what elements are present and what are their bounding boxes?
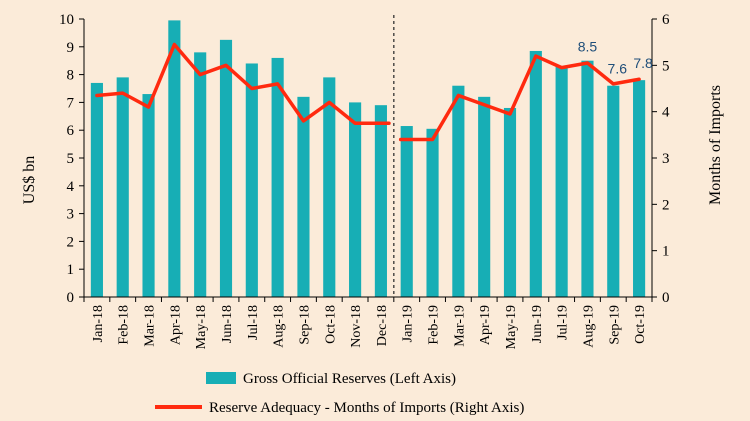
left-tick-label: 0: [67, 290, 75, 306]
x-tick-label: May-19: [504, 305, 519, 349]
bar-Feb-18: [116, 77, 129, 297]
data-label-Sep-19: 7.6: [608, 61, 628, 77]
left-tick-label: 6: [67, 123, 75, 139]
x-tick-label: Nov-18: [349, 305, 364, 348]
bar-Jul-19: [555, 66, 568, 297]
x-tick-label: Apr-19: [478, 305, 493, 345]
right-tick-label: 2: [662, 197, 670, 213]
x-tick-label: Jun-19: [530, 305, 545, 343]
left-tick-label: 1: [67, 262, 75, 278]
left-tick-label: 8: [67, 68, 75, 84]
left-tick-label: 9: [67, 40, 75, 56]
x-tick-label: Aug-19: [581, 305, 596, 348]
bar-Sep-18: [297, 96, 310, 297]
bar-May-19: [503, 107, 517, 298]
x-tick-label: Jan-19: [401, 305, 416, 342]
left-tick-label: 10: [59, 12, 74, 28]
x-tick-label: May-18: [194, 305, 209, 349]
right-tick-label: 4: [662, 105, 670, 121]
legend-line-label: Reserve Adequacy - Months of Imports (Ri…: [209, 400, 524, 416]
x-tick-label: Feb-18: [117, 305, 132, 345]
legend: Gross Official Reserves (Left Axis) Rese…: [155, 371, 524, 416]
left-axis-title: US$ bn: [21, 156, 38, 204]
right-tick-label: 5: [662, 58, 670, 74]
line-segment-2: [398, 54, 641, 142]
x-tick-label: Jan-18: [91, 305, 106, 342]
bar-Oct-19: [633, 80, 646, 297]
x-tick-label: Mar-18: [143, 305, 158, 347]
left-tick-label: 2: [67, 234, 75, 250]
bar-Jun-19: [529, 50, 542, 297]
left-tick-label: 3: [67, 207, 75, 223]
legend-bar-swatch: [206, 372, 236, 384]
right-tick-label: 3: [662, 151, 670, 167]
left-tick-label: 5: [67, 151, 75, 167]
bar-May-18: [194, 52, 207, 297]
bar-Apr-19: [478, 96, 491, 297]
legend-bar-label: Gross Official Reserves (Left Axis): [243, 371, 456, 387]
data-label-Oct-19: 7.8: [633, 55, 653, 71]
bar-Jun-18: [219, 39, 233, 297]
bar-Aug-18: [271, 57, 284, 297]
x-tick-label: Oct-19: [633, 305, 648, 344]
right-axis-title: Months of Imports: [707, 85, 724, 205]
bar-Mar-18: [142, 94, 155, 297]
bar-Oct-18: [323, 77, 336, 297]
bar-series: [90, 20, 646, 298]
data-label-Aug-19: 8.5: [578, 39, 598, 55]
x-tick-label: Mar-19: [452, 305, 467, 347]
x-tick-label: Oct-18: [323, 305, 338, 344]
bar-Sep-19: [607, 85, 620, 297]
axes: 0 1 2 3 4 5 6 7 8 9 10 0 1 2 3 4 5 6 Jan-18 Feb-18 Mar-18 Apr…: [59, 12, 670, 349]
x-tick-label: Dec-18: [375, 305, 390, 346]
data-labels: 8.5 7.6 7.8: [578, 39, 653, 77]
bar-Apr-18: [168, 20, 181, 297]
right-tick-label: 6: [662, 12, 670, 28]
bar-Jan-18: [90, 82, 103, 297]
x-tick-label: Sep-18: [297, 305, 312, 345]
bar-Feb-19: [426, 128, 439, 297]
bar-Mar-19: [452, 85, 465, 297]
x-tick-label: Feb-19: [427, 305, 442, 345]
bar-Jan-19: [400, 126, 413, 297]
x-tick-label: Aug-18: [272, 305, 287, 348]
right-tick-label: 0: [662, 290, 670, 306]
x-tick-label: Jul-18: [246, 305, 261, 340]
left-tick-label: 7: [67, 95, 75, 111]
left-tick-label: 4: [67, 179, 75, 195]
bar-Dec-18: [374, 105, 387, 298]
bar-Nov-18: [349, 102, 362, 298]
right-tick-label: 1: [662, 244, 670, 260]
x-tick-label: Sep-19: [607, 305, 622, 345]
x-tick-label: Jun-18: [220, 305, 235, 343]
bar-Aug-19: [581, 60, 594, 298]
x-tick-label: Jul-19: [556, 305, 571, 340]
line-series: [95, 42, 641, 142]
line-segment-1: [95, 42, 391, 125]
x-tick-label: Apr-18: [168, 305, 183, 345]
bar-Jul-18: [245, 63, 258, 298]
